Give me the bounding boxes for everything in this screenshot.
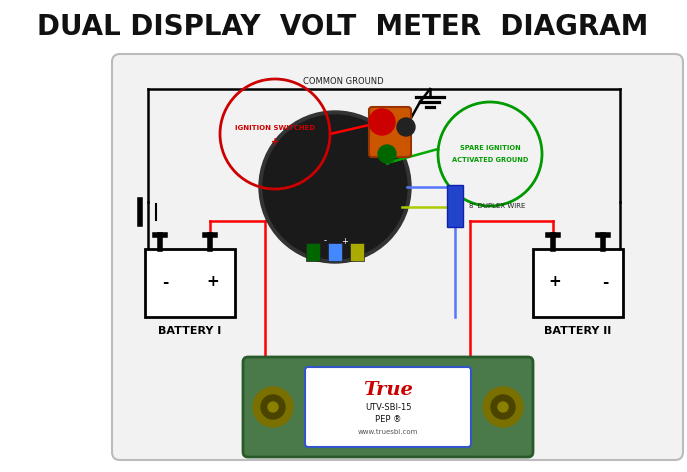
- Circle shape: [369, 109, 395, 135]
- Text: +: +: [549, 275, 561, 289]
- Bar: [447, 185, 463, 227]
- Text: UTV-SBI-15: UTV-SBI-15: [365, 404, 412, 413]
- Circle shape: [498, 402, 508, 412]
- Circle shape: [253, 387, 293, 427]
- FancyBboxPatch shape: [369, 107, 411, 157]
- Text: COMMON GROUND: COMMON GROUND: [303, 77, 383, 86]
- Text: BATTERY II: BATTERY II: [544, 326, 611, 336]
- Text: -: -: [602, 275, 608, 289]
- Bar: [533, 249, 623, 317]
- Text: ACTIVATED GROUND: ACTIVATED GROUND: [452, 157, 528, 163]
- Text: +: +: [207, 275, 219, 289]
- Bar: [306, 243, 320, 261]
- Bar: [350, 243, 364, 261]
- Text: -: -: [324, 236, 326, 245]
- FancyBboxPatch shape: [243, 357, 533, 457]
- FancyBboxPatch shape: [112, 54, 683, 460]
- Text: +: +: [341, 236, 348, 245]
- Bar: [328, 243, 342, 261]
- Circle shape: [397, 118, 415, 136]
- Text: SPARE IGNITION: SPARE IGNITION: [460, 145, 520, 151]
- Circle shape: [378, 145, 396, 163]
- Bar: [145, 249, 235, 317]
- Circle shape: [483, 387, 523, 427]
- Circle shape: [263, 115, 407, 259]
- FancyBboxPatch shape: [305, 367, 471, 447]
- Circle shape: [259, 111, 411, 263]
- Text: True: True: [363, 381, 413, 399]
- Circle shape: [261, 395, 285, 419]
- Text: DUAL DISPLAY  VOLT  METER  DIAGRAM: DUAL DISPLAY VOLT METER DIAGRAM: [37, 13, 649, 41]
- Text: www.truesbi.com: www.truesbi.com: [358, 429, 418, 435]
- Text: +: +: [271, 137, 279, 147]
- Circle shape: [268, 402, 278, 412]
- Text: IGNITION SWITCHED: IGNITION SWITCHED: [235, 125, 315, 131]
- Text: BATTERY I: BATTERY I: [159, 326, 222, 336]
- Text: 8' DUPLEX WIRE: 8' DUPLEX WIRE: [469, 203, 526, 209]
- Text: PEP ®: PEP ®: [375, 415, 401, 424]
- Circle shape: [491, 395, 515, 419]
- Text: -: -: [162, 275, 168, 289]
